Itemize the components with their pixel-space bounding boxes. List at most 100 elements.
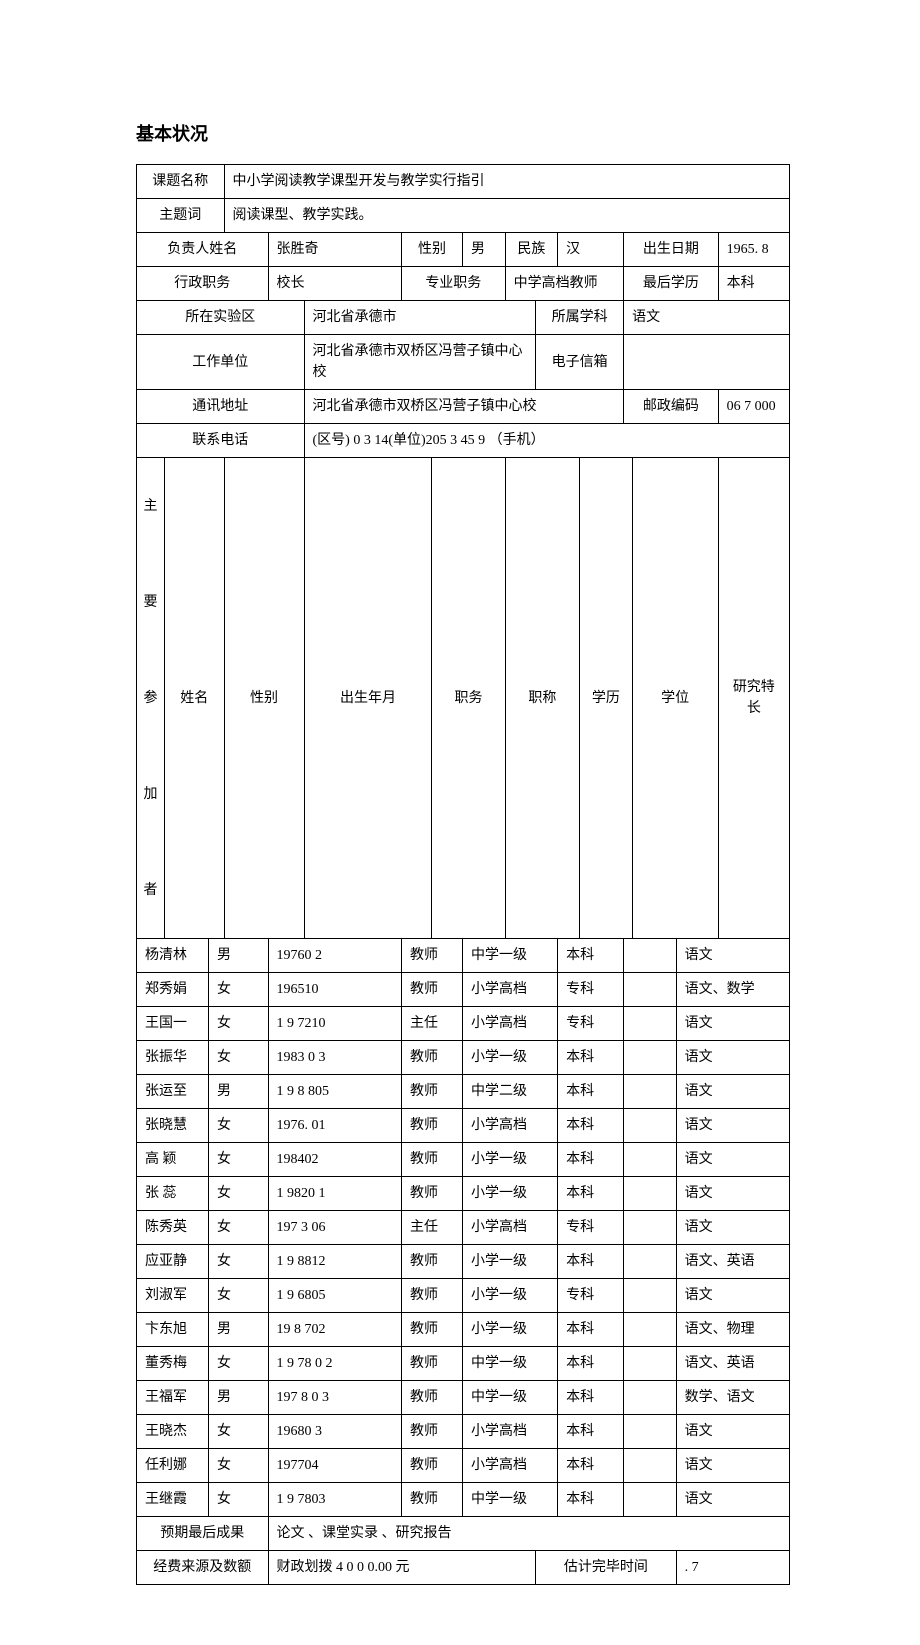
table-cell: 小学一级 (462, 1177, 557, 1211)
table-cell: 男 (209, 1313, 269, 1347)
table-cell: 女 (209, 1449, 269, 1483)
table-cell (624, 1415, 677, 1449)
table-cell: 张振华 (137, 1041, 209, 1075)
table-cell (624, 1075, 677, 1109)
table-cell: 张晓慧 (137, 1109, 209, 1143)
table-cell (624, 1449, 677, 1483)
table-cell: 197 8 0 3 (268, 1381, 402, 1415)
table-cell: 教师 (402, 1483, 463, 1517)
table-cell: 教师 (402, 1177, 463, 1211)
table-cell: 1 9 7803 (268, 1483, 402, 1517)
table-cell: 1 9820 1 (268, 1177, 402, 1211)
table-cell: 教师 (402, 1075, 463, 1109)
table-cell: 女 (209, 973, 269, 1007)
table-cell: 专科 (558, 1279, 624, 1313)
table-cell: 1 9 8 805 (268, 1075, 402, 1109)
table-cell: 女 (209, 1177, 269, 1211)
table-cell (624, 1483, 677, 1517)
table-cell: 教师 (402, 939, 463, 973)
table-cell: 语文、物理 (676, 1313, 789, 1347)
table-cell: 教师 (402, 1313, 463, 1347)
table-cell: 卞东旭 (137, 1313, 209, 1347)
table-cell: 应亚静 (137, 1245, 209, 1279)
table-cell: 女 (209, 1483, 269, 1517)
col-name: 姓名 (165, 458, 225, 939)
table-cell: 董秀梅 (137, 1347, 209, 1381)
info-table: 课题名称 中小学阅读教学课型开发与教学实行指引 主题词 阅读课型、教学实践。 负… (136, 164, 790, 1585)
table-cell: 中学一级 (462, 1347, 557, 1381)
table-row: 张运至男1 9 8 805教师中学二级本科语文 (137, 1075, 790, 1109)
table-cell: 语文 (676, 1415, 789, 1449)
col-degree: 学位 (632, 458, 718, 939)
table-cell: 本科 (558, 1449, 624, 1483)
table-cell: 本科 (558, 1041, 624, 1075)
table-cell: 女 (209, 1245, 269, 1279)
label-admin-post: 行政职务 (137, 267, 269, 301)
label-work-unit: 工作单位 (137, 335, 305, 390)
table-row: 高 颖女198402教师小学一级本科语文 (137, 1143, 790, 1177)
table-cell: 主任 (402, 1007, 463, 1041)
table-cell: 杨清林 (137, 939, 209, 973)
table-cell: 中学一级 (462, 1381, 557, 1415)
table-cell: 本科 (558, 1483, 624, 1517)
table-cell: 小学高档 (462, 1449, 557, 1483)
table-cell: 女 (209, 1279, 269, 1313)
table-row: 杨清林男19760 2教师中学一级本科语文 (137, 939, 790, 973)
table-row: 任利娜女197704教师小学高档本科语文 (137, 1449, 790, 1483)
table-cell: 语文 (676, 1109, 789, 1143)
table-cell (624, 1347, 677, 1381)
value-address: 河北省承德市双桥区冯营子镇中心校 (304, 390, 624, 424)
label-subject: 所属学科 (536, 301, 624, 335)
table-cell: 教师 (402, 1381, 463, 1415)
table-cell: 教师 (402, 1109, 463, 1143)
table-cell: 王继霞 (137, 1483, 209, 1517)
table-cell: 男 (209, 1075, 269, 1109)
table-cell: 语文 (676, 1211, 789, 1245)
table-row: 郑秀娟女196510教师小学高档专科语文、数学 (137, 973, 790, 1007)
table-cell: 语文 (676, 1177, 789, 1211)
table-cell (624, 1313, 677, 1347)
table-cell: 小学高档 (462, 1211, 557, 1245)
table-cell: 本科 (558, 1177, 624, 1211)
label-project-name: 课题名称 (137, 165, 225, 199)
table-cell: 本科 (558, 1381, 624, 1415)
table-cell (624, 1177, 677, 1211)
table-cell: 198402 (268, 1143, 402, 1177)
table-cell: 语文 (676, 1007, 789, 1041)
table-cell: 张运至 (137, 1075, 209, 1109)
table-cell: 教师 (402, 1347, 463, 1381)
label-highest-edu: 最后学历 (624, 267, 719, 301)
value-phone: (区号) 0 3 14(单位)205 3 45 9 （手机） (304, 424, 790, 458)
label-exp-area: 所在实验区 (137, 301, 305, 335)
table-cell: 本科 (558, 1109, 624, 1143)
table-cell: 专科 (558, 1007, 624, 1041)
table-cell (624, 1109, 677, 1143)
label-leader-name: 负责人姓名 (137, 233, 269, 267)
table-cell: 主任 (402, 1211, 463, 1245)
value-highest-edu: 本科 (718, 267, 789, 301)
col-gender: 性别 (224, 458, 304, 939)
col-edu: 学历 (580, 458, 633, 939)
table-cell: 小学一级 (462, 1313, 557, 1347)
table-cell: 语文 (676, 1143, 789, 1177)
table-cell (624, 973, 677, 1007)
table-cell (624, 1143, 677, 1177)
table-cell: 本科 (558, 1313, 624, 1347)
table-cell: 1 9 6805 (268, 1279, 402, 1313)
table-cell: 王福军 (137, 1381, 209, 1415)
label-final-result: 预期最后成果 (137, 1517, 269, 1551)
table-row: 张晓慧女1976. 01教师小学高档本科语文 (137, 1109, 790, 1143)
value-leader-name: 张胜奇 (268, 233, 402, 267)
table-cell: 女 (209, 1109, 269, 1143)
value-admin-post: 校长 (268, 267, 402, 301)
label-postcode: 邮政编码 (624, 390, 719, 424)
table-cell: 教师 (402, 973, 463, 1007)
table-cell: 本科 (558, 939, 624, 973)
value-work-unit: 河北省承德市双桥区冯营子镇中心校 (304, 335, 536, 390)
table-cell (624, 1211, 677, 1245)
value-subject: 语文 (624, 301, 790, 335)
table-cell: 中学二级 (462, 1075, 557, 1109)
table-cell: 196510 (268, 973, 402, 1007)
table-cell: 语文、英语 (676, 1245, 789, 1279)
table-cell: 语文 (676, 1279, 789, 1313)
